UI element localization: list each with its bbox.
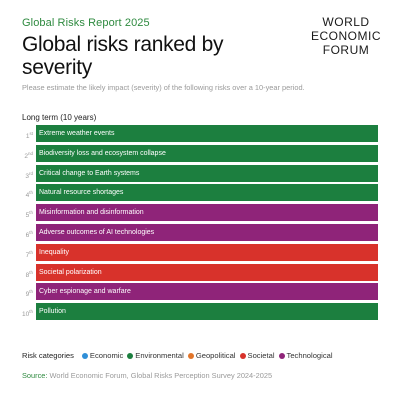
survey-question: Please estimate the likely impact (sever…	[22, 83, 305, 92]
rank-number: 10th	[22, 309, 33, 319]
risk-bar: Societal polarization	[36, 263, 378, 281]
legend-item: Geopolitical	[187, 351, 236, 360]
risk-row: 4th Natural resource shortages	[14, 184, 380, 202]
rank-number: 1st	[25, 131, 33, 140]
legend-title: Risk categories	[22, 351, 74, 360]
legend-item: Societal	[239, 351, 275, 360]
risk-row: 1st Extreme weather events	[14, 125, 380, 142]
risk-row: 6th Adverse outcomes of AI technologies	[14, 223, 380, 241]
report-label: Global Risks Report 2025	[22, 17, 150, 29]
legend-dot-icon	[187, 352, 194, 359]
source-prefix: Source:	[22, 371, 48, 380]
legend-label: Environmental	[135, 351, 184, 360]
logo-line-1: WORLD	[322, 15, 370, 29]
risk-row: 7th Inequality	[14, 243, 380, 261]
risk-bar: Inequality	[36, 243, 378, 261]
source-text: World Economic Forum, Global Risks Perce…	[49, 371, 273, 380]
risk-row: 2nd Biodiversity loss and ecosystem colla…	[14, 144, 380, 162]
rank-number: 6th	[25, 229, 33, 239]
legend-dot-icon	[278, 352, 285, 359]
wef-logo: WORLD ECONOMIC FORUM	[310, 15, 382, 57]
risk-row: 10th Pollution	[14, 303, 380, 321]
rank-number: 7th	[25, 249, 33, 259]
legend-dot-icon	[127, 352, 134, 359]
rank-number: 8th	[25, 269, 33, 279]
risk-bar: Extreme weather events	[36, 125, 378, 142]
legend: Risk categories Economic Environmental Geo…	[22, 351, 337, 360]
page-title: Global risks ranked by severity	[22, 33, 224, 79]
risk-row: 5th Misinformation and disinformation	[14, 204, 380, 222]
rank-number: 3rd	[25, 170, 33, 180]
legend-label: Societal	[247, 351, 275, 360]
risk-row: 9th Cyber espionage and warfare	[14, 283, 380, 301]
risk-ranking-list: 1st Extreme weather events 2nd Biodiversity…	[14, 125, 380, 323]
legend-item: Environmental	[127, 351, 184, 360]
legend-label: Geopolitical	[195, 351, 236, 360]
risk-bar: Critical change to Earth systems	[36, 164, 378, 182]
section-label: Long term (10 years)	[22, 113, 97, 122]
legend-label: Technological	[286, 351, 333, 360]
risk-row: 3rd Critical change to Earth systems	[14, 164, 380, 182]
legend-item: Economic	[81, 351, 124, 360]
risk-bar: Natural resource shortages	[36, 184, 378, 202]
risk-row: 8th Societal polarization	[14, 263, 380, 281]
legend-label: Economic	[89, 351, 124, 360]
rank-number: 2nd	[24, 150, 33, 160]
logo-line-3: FORUM	[322, 43, 370, 57]
legend-dot-icon	[239, 352, 246, 359]
risk-bar: Biodiversity loss and ecosystem collapse	[36, 144, 378, 162]
risk-bar: Misinformation and disinformation	[36, 204, 378, 222]
rank-number: 4th	[25, 190, 33, 200]
risk-bar: Cyber espionage and warfare	[36, 283, 378, 301]
rank-number: 5th	[25, 210, 33, 220]
legend-item: Technological	[278, 351, 333, 360]
rank-number: 9th	[25, 289, 33, 299]
source-note: Source: World Economic Forum, Global Ris…	[22, 371, 272, 380]
logo-line-2: ECONOMIC	[311, 29, 381, 43]
risk-bar: Adverse outcomes of AI technologies	[36, 223, 378, 241]
risk-bar: Pollution	[36, 303, 378, 321]
legend-dot-icon	[81, 352, 88, 359]
